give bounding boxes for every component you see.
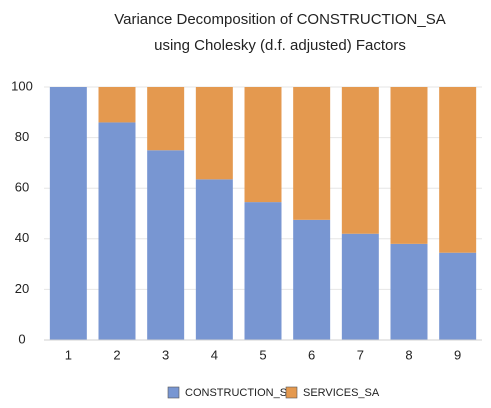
x-tick-label: 9 [454,347,461,362]
legend-label: SERVICES_SA [303,387,380,399]
bar-segment [49,87,87,340]
bar-segment [244,87,282,203]
bar-segment [293,219,331,340]
chart-title: Variance Decomposition of CONSTRUCTION_S… [114,11,446,28]
x-tick-label: 6 [308,347,315,362]
bar-segment [195,87,233,180]
y-tick-label: 0 [18,331,25,346]
bar-segment [98,87,136,123]
y-tick-label: 60 [15,180,29,195]
x-tick-label: 8 [405,347,412,362]
bar-segment [195,179,233,340]
x-tick-label: 2 [113,347,120,362]
legend-label: CONSTRUCTION_SA [185,387,295,399]
y-tick-label: 80 [15,129,29,144]
bar-segment [390,243,428,340]
x-tick-label: 5 [259,347,266,362]
legend-swatch [285,386,298,399]
bar-segment [341,87,379,234]
bar-segment [390,87,428,244]
bar-segment [293,87,331,220]
bar-segment [147,150,185,340]
legend-swatch [167,386,180,399]
x-tick-label: 1 [65,347,72,362]
bar-segment [341,233,379,340]
bar-segment [147,87,185,151]
x-tick-label: 4 [211,347,218,362]
x-tick-label: 3 [162,347,169,362]
bar-segment [98,122,136,340]
chart-title: using Cholesky (d.f. adjusted) Factors [154,37,406,54]
y-tick-label: 100 [11,78,33,93]
bar-segment [439,252,477,340]
y-tick-label: 40 [15,230,29,245]
y-tick-label: 20 [15,281,29,296]
bar-segment [244,202,282,340]
x-tick-label: 7 [357,347,364,362]
bar-segment [439,87,477,253]
